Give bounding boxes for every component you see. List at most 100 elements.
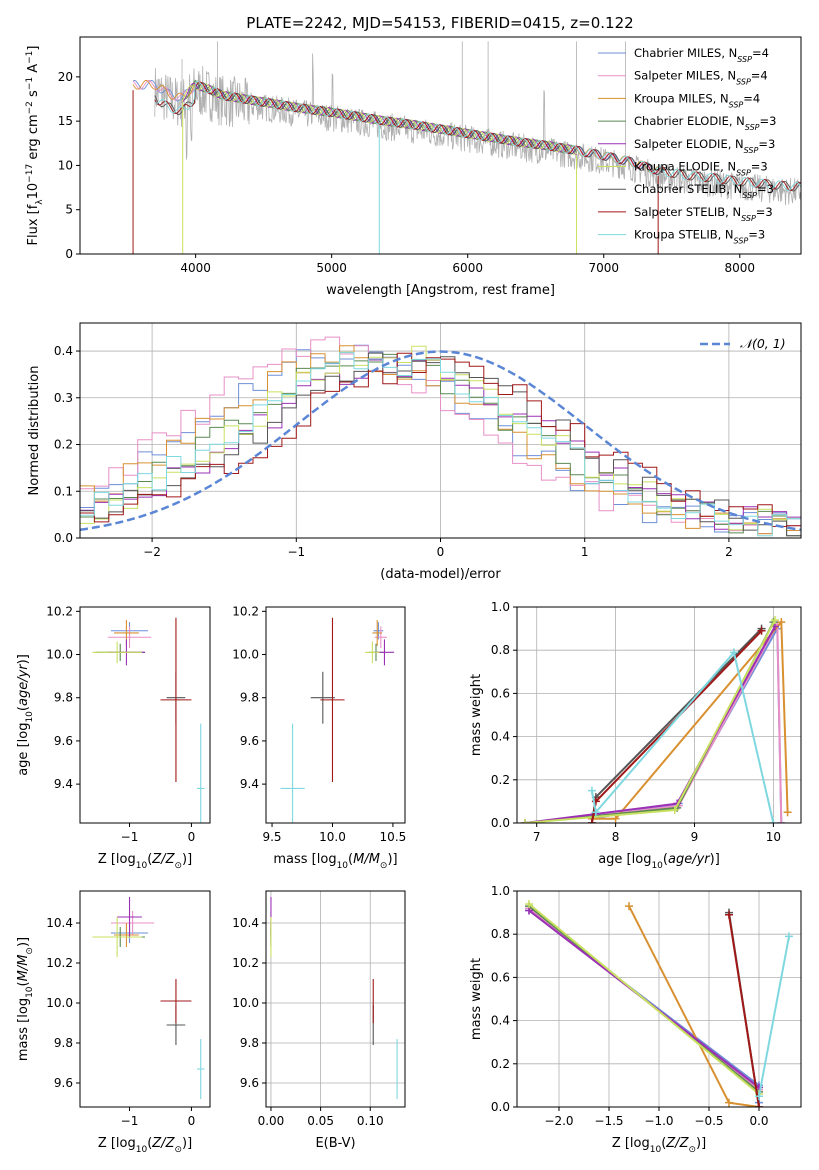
- weight-marker-kroupa_stelib: [591, 808, 600, 817]
- plot-area-mass_vs_ebv: [270, 897, 398, 1099]
- figure-title: PLATE=2242, MJD=54153, FIBERID=0415, z=0…: [246, 14, 633, 32]
- panel-mass_weight_vs_age: 7 8 9 10 0.0 0.2 0.4 0.6 0.8 1.0 age [log10(age/yr…: [469, 600, 802, 871]
- normal-curve-line: [80, 350, 801, 532]
- x-tick-label: 7: [533, 830, 541, 844]
- y-tick-label: 9.8: [240, 1036, 259, 1050]
- x-tick-label: 10.0: [319, 830, 346, 844]
- y-tick-label: 1.0: [491, 600, 510, 614]
- x-tick-label: −2: [143, 545, 161, 559]
- panel-residuals: −2 −1 0 1 2 0.0 0.1 0.2 0.3 0.4 (data-model)/error…: [27, 322, 802, 582]
- model-spectrum-salpeter_stelib: [154, 81, 801, 192]
- x-tick-label: −2.0: [544, 1114, 573, 1128]
- x-tick-label: 4000: [180, 261, 211, 275]
- y-tick-label: 0.0: [54, 531, 73, 545]
- x-tick-label: 0: [437, 545, 445, 559]
- x-tick-label: 7000: [588, 261, 619, 275]
- y-tick-label: 0.2: [491, 773, 510, 787]
- plot-area-residuals: [80, 336, 801, 537]
- y-tick-label: 10.0: [46, 996, 73, 1010]
- axes-frame: [79, 36, 802, 255]
- y-tick-label: 9.6: [54, 1076, 73, 1090]
- weight-marker-salpeter_stelib: [725, 910, 733, 919]
- legend-label-salpeter_stelib: Salpeter STELIB, NSSP=3: [634, 205, 773, 223]
- x-tick-label: 10.5: [380, 830, 407, 844]
- weight-marker-kroupa_miles: [625, 902, 633, 911]
- axes-frame: [79, 890, 211, 1108]
- x-tick-label: 6000: [452, 261, 483, 275]
- x-tick-label: 5000: [316, 261, 347, 275]
- y-tick-label: 20: [58, 70, 73, 84]
- x-axis-label: wavelength [Angstrom, rest frame]: [326, 283, 555, 298]
- y-tick-label: 0.1: [54, 484, 73, 498]
- x-tick-label: 10: [766, 830, 781, 844]
- weight-marker-kroupa_elodie: [770, 615, 779, 624]
- histogram-salpeter_miles: [80, 336, 801, 534]
- y-tick-label: 0.8: [491, 643, 510, 657]
- weight-line-kroupa_stelib: [758, 936, 790, 1097]
- weight-line-salpeter_stelib: [728, 914, 760, 1107]
- plot-area-mass_vs_z: [92, 897, 205, 1099]
- y-tick-label: 0.2: [491, 1057, 510, 1071]
- panel-mass_vs_ebv: 0.00 0.05 0.10 9.6 9.8 10.0 10.2 10.4 E(B-V): [232, 890, 406, 1151]
- x-tick-label: 0.10: [357, 1114, 384, 1128]
- x-axis-label: age [log10(age/yr)]: [598, 852, 720, 871]
- y-tick-label: 9.6: [240, 734, 259, 748]
- y-axis-label: Flux [fλ10−17 erg cm−2 s−1 A−1]: [25, 46, 45, 246]
- legend-label-salpeter_elodie: Salpeter ELODIE, NSSP=3: [634, 137, 775, 155]
- y-tick-label: 0.6: [491, 686, 510, 700]
- y-tick-label: 1.0: [491, 884, 510, 898]
- weight-marker-salpeter_stelib: [587, 819, 596, 823]
- y-tick-label: 9.6: [240, 1076, 259, 1090]
- legend-label-normal: 𝒩(0, 1): [740, 336, 786, 351]
- y-tick-label: 10.2: [46, 956, 73, 970]
- y-tick-label: 9.8: [240, 691, 259, 705]
- y-tick-label: 0.4: [54, 344, 73, 358]
- y-tick-label: 10.4: [46, 916, 73, 930]
- panel-age_vs_mass: 9.5 10.0 10.5 9.4 9.6 9.8 10.0 10.2 mass [log10(…: [232, 604, 406, 871]
- y-tick-label: 0.2: [54, 438, 73, 452]
- panel-spectrum: 4000 5000 6000 7000 8000 0 5 10 15 20 wavelength […: [25, 36, 802, 298]
- plot-area-age_vs_z: [92, 617, 205, 823]
- y-tick-label: 10.4: [232, 916, 259, 930]
- weight-marker-kroupa_stelib: [587, 786, 596, 795]
- axes-frame: [516, 606, 802, 824]
- weight-marker-kroupa_miles: [777, 618, 786, 627]
- y-tick-label: 0.4: [491, 730, 510, 744]
- y-tick-label: 0.3: [54, 391, 73, 405]
- y-tick-label: 10.2: [232, 956, 259, 970]
- weight-marker-kroupa_elodie: [520, 819, 529, 823]
- x-axis-label: Z [log10(Z/Z⊙)]: [612, 1136, 706, 1155]
- weight-marker-kroupa_stelib: [769, 819, 778, 823]
- y-tick-label: 10.0: [232, 996, 259, 1010]
- x-axis-label: mass [log10(M/M⊙)]: [273, 852, 397, 871]
- model-spectrum-kroupa_stelib: [154, 80, 801, 191]
- x-tick-label: 9: [691, 830, 699, 844]
- y-axis-label: mass weight: [469, 958, 484, 1040]
- y-tick-label: 9.6: [54, 734, 73, 748]
- y-tick-label: 10.0: [46, 648, 73, 662]
- y-tick-label: 5: [65, 203, 73, 217]
- histogram-kroupa_stelib: [80, 352, 801, 537]
- plot-area-spectrum: [132, 41, 801, 254]
- y-tick-label: 15: [58, 114, 73, 128]
- y-tick-label: 9.4: [54, 777, 73, 791]
- x-tick-label: 9.5: [262, 830, 281, 844]
- weight-marker-kroupa_elodie: [670, 806, 679, 815]
- legend-label-chabrier_elodie: Chabrier ELODIE, NSSP=3: [634, 114, 776, 132]
- x-axis-label: Z [log10(Z/Z⊙)]: [98, 852, 192, 871]
- axes-frame: [79, 606, 211, 824]
- weight-marker-salpeter_stelib: [757, 626, 766, 635]
- y-tick-label: 0: [65, 247, 73, 261]
- panel-age_vs_z: −1 0 9.4 9.6 9.8 10.0 10.2 Z [log10(Z/Z⊙)] age […: [16, 604, 211, 871]
- x-tick-label: 0: [188, 1114, 196, 1128]
- y-tick-label: 9.8: [54, 1036, 73, 1050]
- legend-label-chabrier_stelib: Chabrier STELIB, NSSP=3: [634, 182, 774, 200]
- y-tick-label: 0.4: [491, 1014, 510, 1028]
- y-tick-label: 9.8: [54, 691, 73, 705]
- weight-line-kroupa_elodie: [528, 903, 760, 1095]
- x-axis-label: (data-model)/error: [380, 567, 501, 582]
- x-tick-label: 2: [725, 545, 733, 559]
- x-tick-label: −1.5: [594, 1114, 623, 1128]
